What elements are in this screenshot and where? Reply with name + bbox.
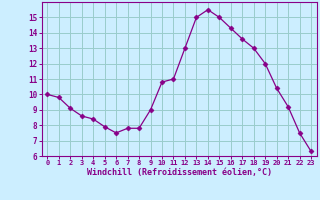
X-axis label: Windchill (Refroidissement éolien,°C): Windchill (Refroidissement éolien,°C) (87, 168, 272, 177)
